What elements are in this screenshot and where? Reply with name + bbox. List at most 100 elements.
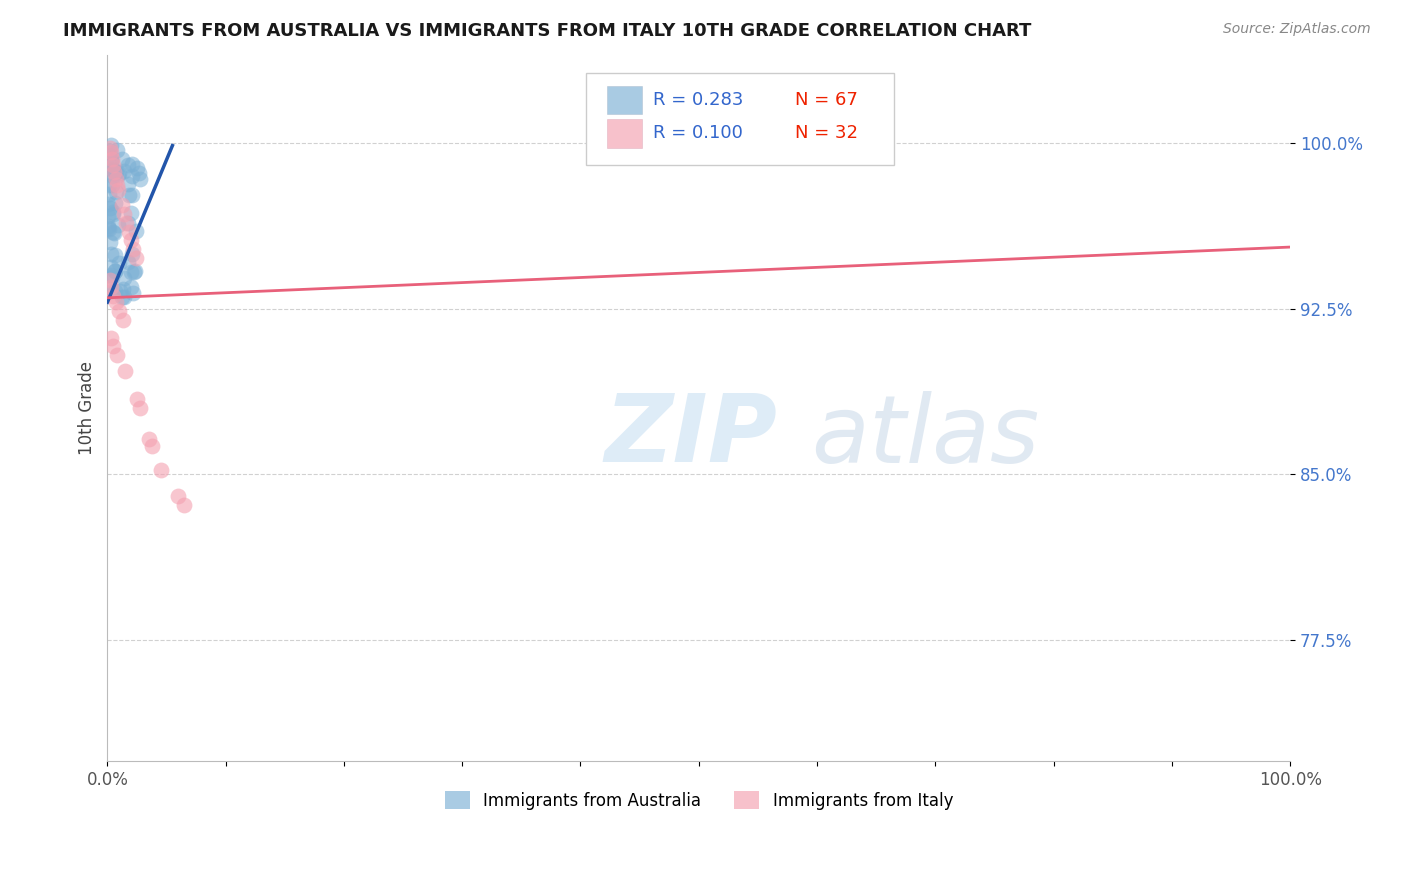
- Point: [103, 339, 125, 353]
- Point: [104, 166, 127, 180]
- Point: [128, 166, 150, 180]
- Text: atlas: atlas: [811, 391, 1039, 482]
- Point: [129, 401, 152, 416]
- Point: [104, 171, 127, 186]
- Point: [101, 204, 124, 219]
- Legend: Immigrants from Australia, Immigrants from Italy: Immigrants from Australia, Immigrants fr…: [437, 785, 960, 816]
- Point: [101, 152, 124, 166]
- Point: [97, 197, 120, 211]
- Point: [114, 270, 136, 285]
- Point: [98, 273, 121, 287]
- Point: [125, 224, 148, 238]
- Text: N = 32: N = 32: [794, 125, 858, 143]
- Text: ZIP: ZIP: [605, 391, 778, 483]
- Point: [100, 330, 122, 344]
- Point: [100, 260, 122, 274]
- Point: [100, 268, 122, 282]
- FancyBboxPatch shape: [586, 73, 894, 164]
- Point: [111, 152, 134, 166]
- Point: [120, 280, 142, 294]
- Point: [107, 183, 129, 197]
- Point: [98, 235, 121, 249]
- Point: [128, 171, 150, 186]
- Point: [104, 264, 127, 278]
- Point: [97, 186, 120, 201]
- Point: [98, 178, 121, 193]
- Point: [100, 138, 122, 153]
- Point: [121, 156, 143, 170]
- Point: [112, 164, 135, 178]
- Point: [108, 256, 131, 270]
- Point: [103, 264, 125, 278]
- Point: [110, 198, 132, 212]
- Point: [101, 164, 124, 178]
- Point: [117, 254, 139, 268]
- Point: [125, 161, 148, 175]
- Point: [107, 166, 129, 180]
- Point: [101, 207, 124, 221]
- Point: [117, 177, 139, 191]
- Point: [107, 169, 129, 183]
- Point: [115, 216, 138, 230]
- Point: [98, 144, 121, 158]
- Point: [100, 247, 122, 261]
- Point: [120, 234, 142, 248]
- Point: [122, 285, 145, 300]
- Point: [125, 251, 148, 265]
- Point: [103, 165, 125, 179]
- Point: [105, 143, 128, 157]
- Point: [100, 153, 122, 168]
- Point: [103, 288, 125, 302]
- Point: [149, 463, 172, 477]
- Point: [103, 226, 125, 240]
- Point: [122, 242, 145, 256]
- Point: [98, 201, 121, 215]
- Point: [111, 313, 134, 327]
- Point: [121, 246, 143, 260]
- Point: [104, 185, 127, 199]
- Point: [111, 290, 134, 304]
- Point: [104, 295, 127, 310]
- Point: [114, 363, 136, 377]
- Point: [121, 187, 143, 202]
- Point: [97, 285, 120, 300]
- Text: Source: ZipAtlas.com: Source: ZipAtlas.com: [1223, 22, 1371, 37]
- Y-axis label: 10th Grade: 10th Grade: [79, 361, 96, 455]
- Point: [105, 348, 128, 362]
- Point: [117, 158, 139, 172]
- Point: [124, 264, 146, 278]
- Point: [173, 498, 195, 512]
- Point: [103, 225, 125, 239]
- Point: [100, 178, 122, 193]
- Point: [120, 206, 142, 220]
- Point: [105, 165, 128, 179]
- Point: [100, 145, 122, 160]
- Point: [111, 282, 134, 296]
- FancyBboxPatch shape: [606, 87, 643, 114]
- Text: N = 67: N = 67: [794, 91, 858, 109]
- Point: [108, 304, 131, 318]
- Point: [97, 209, 120, 223]
- Point: [98, 221, 121, 235]
- Point: [112, 289, 135, 303]
- Point: [117, 216, 139, 230]
- Point: [108, 284, 131, 298]
- Point: [97, 148, 120, 162]
- Point: [101, 163, 124, 178]
- Point: [97, 219, 120, 233]
- Point: [112, 207, 135, 221]
- Point: [107, 219, 129, 233]
- Point: [103, 285, 125, 299]
- Point: [101, 270, 124, 285]
- Point: [167, 489, 190, 503]
- Point: [101, 169, 124, 184]
- Point: [121, 169, 143, 183]
- Point: [124, 265, 146, 279]
- Point: [100, 279, 122, 293]
- Point: [118, 225, 141, 239]
- Point: [118, 187, 141, 202]
- Point: [97, 220, 120, 235]
- Text: IMMIGRANTS FROM AUSTRALIA VS IMMIGRANTS FROM ITALY 10TH GRADE CORRELATION CHART: IMMIGRANTS FROM AUSTRALIA VS IMMIGRANTS …: [63, 22, 1032, 40]
- Text: R = 0.283: R = 0.283: [652, 91, 742, 109]
- Point: [125, 392, 148, 407]
